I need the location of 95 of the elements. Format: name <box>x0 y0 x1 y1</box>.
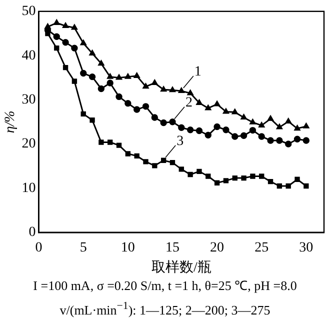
point <box>160 158 166 163</box>
point <box>302 137 310 144</box>
point <box>80 70 87 77</box>
point <box>206 174 211 179</box>
point <box>160 119 167 126</box>
point <box>223 178 229 184</box>
point <box>124 73 131 79</box>
point <box>98 85 105 92</box>
point <box>187 90 194 96</box>
x-tick-label: 25 <box>254 240 269 256</box>
point <box>188 172 193 178</box>
point <box>90 118 95 123</box>
point <box>142 83 149 89</box>
y-axis-title: η/% <box>3 110 18 134</box>
point <box>205 104 212 110</box>
point <box>125 151 131 156</box>
point <box>222 108 229 114</box>
point <box>249 126 256 134</box>
point <box>142 103 150 110</box>
point <box>134 153 140 159</box>
x-tick-label: 15 <box>165 240 180 256</box>
point <box>294 176 300 182</box>
point <box>214 100 220 106</box>
point <box>72 78 78 84</box>
point <box>53 33 60 40</box>
point <box>62 64 68 70</box>
text: I =100 mA, σ =0.20 S/m, t =1 h, θ=25 ℃, pH =8.0 <box>32 277 298 295</box>
point <box>170 160 176 166</box>
point <box>214 123 220 130</box>
point <box>71 44 78 52</box>
text: v/(mL·min$^{−1}$): 1—125; 2—200; 3—275 <box>58 299 272 320</box>
point <box>178 166 184 172</box>
y-tick-label: 40 <box>22 48 36 64</box>
point <box>98 140 104 145</box>
point <box>133 106 140 113</box>
point <box>169 86 176 92</box>
point <box>250 118 256 124</box>
point <box>204 132 212 139</box>
point <box>268 115 274 121</box>
point <box>62 38 69 46</box>
point <box>160 86 167 92</box>
point <box>303 122 310 128</box>
point <box>71 24 78 30</box>
point <box>294 136 301 142</box>
point <box>80 40 86 46</box>
point <box>276 183 282 189</box>
y-tick-label: 50 <box>22 4 36 20</box>
point <box>232 175 238 181</box>
x-axis-title: 取样数/瓶 <box>151 259 212 276</box>
y-tick-label: 20 <box>22 136 36 152</box>
point <box>116 74 122 80</box>
point <box>259 174 264 179</box>
y-tick-label: 30 <box>22 92 36 108</box>
point <box>169 118 176 126</box>
point <box>88 73 96 80</box>
point <box>54 46 60 51</box>
point <box>178 124 185 131</box>
point <box>106 80 114 86</box>
point <box>286 183 291 189</box>
y-tick-label: 0 <box>28 225 36 240</box>
point <box>276 124 282 130</box>
point <box>232 133 238 140</box>
annotation: 2 <box>185 96 192 111</box>
point <box>267 137 274 144</box>
annotation: 1 <box>194 64 202 80</box>
point <box>124 100 132 107</box>
x-tick-label: 20 <box>210 240 224 256</box>
point <box>196 127 203 134</box>
point <box>258 133 265 140</box>
point <box>304 183 309 189</box>
y-tick-label: 10 <box>22 180 36 196</box>
point <box>240 132 248 139</box>
point <box>116 93 122 100</box>
point <box>152 163 158 168</box>
point <box>80 111 86 117</box>
point <box>285 140 292 148</box>
point <box>143 159 148 164</box>
annotation: 3 <box>176 134 184 150</box>
point <box>250 174 256 179</box>
point <box>232 108 238 114</box>
point <box>116 142 122 148</box>
point <box>108 140 113 145</box>
point <box>196 168 202 174</box>
x-tick-label: 30 <box>299 240 314 256</box>
point <box>241 175 246 181</box>
point <box>151 114 158 121</box>
x-tick-label: 5 <box>80 240 87 256</box>
point <box>186 126 194 134</box>
x-tick-label: 10 <box>120 240 135 256</box>
point <box>268 178 274 184</box>
point <box>214 180 220 186</box>
point <box>222 126 230 134</box>
point <box>98 60 104 66</box>
point <box>276 137 283 144</box>
point <box>107 73 114 79</box>
